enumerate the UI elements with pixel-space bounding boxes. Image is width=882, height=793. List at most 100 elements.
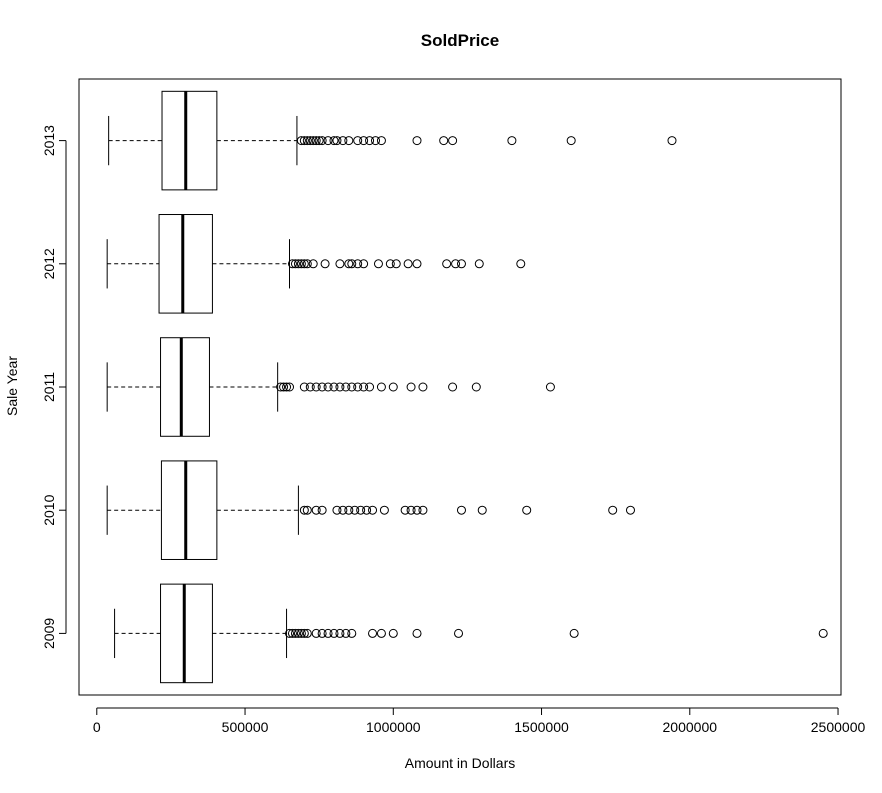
iqr-box-2013: [161, 90, 218, 191]
x-axis-label: Amount in Dollars: [405, 755, 516, 771]
outlier-point-2011-6: [311, 382, 321, 392]
outlier-point-2011-12: [347, 382, 357, 392]
outlier-point-2012-0: [287, 259, 297, 269]
outlier-point-2010-20: [625, 505, 635, 515]
outlier-point-2009-18: [454, 628, 464, 638]
outlier-point-2010-5: [338, 505, 348, 515]
outlier-point-2012-1: [290, 259, 300, 269]
outlier-point-2009-2: [290, 628, 300, 638]
outlier-point-2011-17: [388, 382, 398, 392]
outlier-point-2013-22: [566, 136, 576, 146]
outlier-point-2009-16: [388, 628, 398, 638]
outlier-point-2013-12: [344, 136, 354, 146]
outlier-point-2012-8: [335, 259, 345, 269]
outlier-point-2010-3: [317, 505, 327, 515]
outlier-point-2010-13: [406, 505, 416, 515]
outlier-point-2010-8: [356, 505, 366, 515]
outlier-point-2011-13: [353, 382, 363, 392]
x-tick-label-1: 500000: [222, 719, 269, 735]
outlier-point-2009-13: [347, 628, 357, 638]
outlier-point-2011-9: [329, 382, 339, 392]
outlier-point-2012-4: [299, 259, 309, 269]
iqr-box-2009: [160, 583, 213, 684]
x-axis: 0 500000 1000000 1500000 2000000 2500000: [93, 707, 865, 735]
outlier-point-2010-16: [456, 505, 466, 515]
iqr-box-2012: [158, 214, 213, 314]
outlier-point-2013-15: [365, 136, 375, 146]
outlier-point-2013-7: [317, 136, 327, 146]
x-tick-label-3: 1500000: [514, 719, 569, 735]
outlier-point-2011-11: [341, 382, 351, 392]
outlier-point-2012-16: [403, 259, 413, 269]
outlier-point-2009-12: [341, 628, 351, 638]
outlier-point-2009-14: [368, 628, 378, 638]
chart-title: SoldPrice: [421, 31, 499, 50]
y-tick-label-2012: 2012: [41, 248, 57, 279]
outlier-point-2011-8: [323, 382, 333, 392]
box-2011: [106, 337, 555, 437]
outlier-point-2012-19: [451, 259, 461, 269]
y-tick-label-2009: 2009: [41, 618, 57, 649]
outlier-point-2010-6: [344, 505, 354, 515]
x-tick-label-4: 2000000: [663, 719, 718, 735]
outlier-point-2012-9: [344, 259, 354, 269]
outlier-point-2012-10: [347, 259, 357, 269]
outlier-point-2013-2: [302, 136, 312, 146]
outlier-point-2012-5: [302, 259, 312, 269]
outlier-point-2012-18: [442, 259, 452, 269]
outlier-point-2012-15: [391, 259, 401, 269]
outlier-point-2012-20: [456, 259, 466, 269]
outlier-point-2013-14: [359, 136, 369, 146]
outlier-point-2011-19: [418, 382, 428, 392]
outlier-point-2011-0: [276, 382, 286, 392]
x-tick-label-0: 0: [93, 719, 101, 735]
plot-frame: [78, 78, 842, 696]
outlier-point-2011-3: [285, 382, 295, 392]
outlier-point-2009-20: [818, 628, 828, 638]
outlier-point-2012-2: [293, 259, 303, 269]
outlier-point-2010-2: [311, 505, 321, 515]
outlier-point-2012-11: [353, 259, 363, 269]
outlier-point-2009-1: [287, 628, 297, 638]
outlier-point-2013-18: [412, 136, 422, 146]
outlier-point-2011-15: [365, 382, 375, 392]
outlier-point-2013-23: [667, 136, 677, 146]
outlier-point-2012-22: [516, 259, 526, 269]
outlier-point-2009-0: [285, 628, 295, 638]
outlier-point-2011-20: [448, 382, 458, 392]
outlier-point-2010-12: [400, 505, 410, 515]
outlier-point-2013-1: [299, 136, 309, 146]
outlier-point-2013-20: [448, 136, 458, 146]
outlier-point-2009-19: [569, 628, 579, 638]
y-axis: 2009 2010 2011 2012 2013: [41, 125, 67, 649]
outlier-point-2010-15: [418, 505, 428, 515]
outlier-point-2009-8: [317, 628, 327, 638]
outlier-point-2011-5: [305, 382, 315, 392]
outlier-point-2010-11: [379, 505, 389, 515]
y-tick-label-2011: 2011: [41, 372, 57, 402]
outlier-point-2010-14: [412, 505, 422, 515]
iqr-box-2010: [160, 460, 218, 560]
outlier-point-2010-9: [362, 505, 372, 515]
outlier-point-2011-7: [317, 382, 327, 392]
y-tick-label-2010: 2010: [41, 494, 57, 525]
outlier-point-2012-13: [373, 259, 383, 269]
box-2009: [114, 583, 828, 684]
outlier-point-2009-11: [335, 628, 345, 638]
outlier-point-2013-4: [308, 136, 318, 146]
outlier-point-2013-16: [370, 136, 380, 146]
outlier-point-2010-17: [477, 505, 487, 515]
outlier-point-2011-16: [376, 382, 386, 392]
outlier-point-2010-7: [350, 505, 360, 515]
outlier-point-2011-21: [471, 382, 481, 392]
outlier-point-2010-0: [299, 505, 309, 515]
outlier-point-2009-4: [296, 628, 306, 638]
outlier-point-2010-4: [332, 505, 342, 515]
outlier-point-2012-3: [296, 259, 306, 269]
boxes-layer: [106, 90, 828, 684]
outlier-point-2013-19: [439, 136, 449, 146]
outlier-point-2010-18: [522, 505, 532, 515]
outlier-point-2011-18: [406, 382, 416, 392]
y-axis-label: Sale Year: [4, 356, 20, 416]
